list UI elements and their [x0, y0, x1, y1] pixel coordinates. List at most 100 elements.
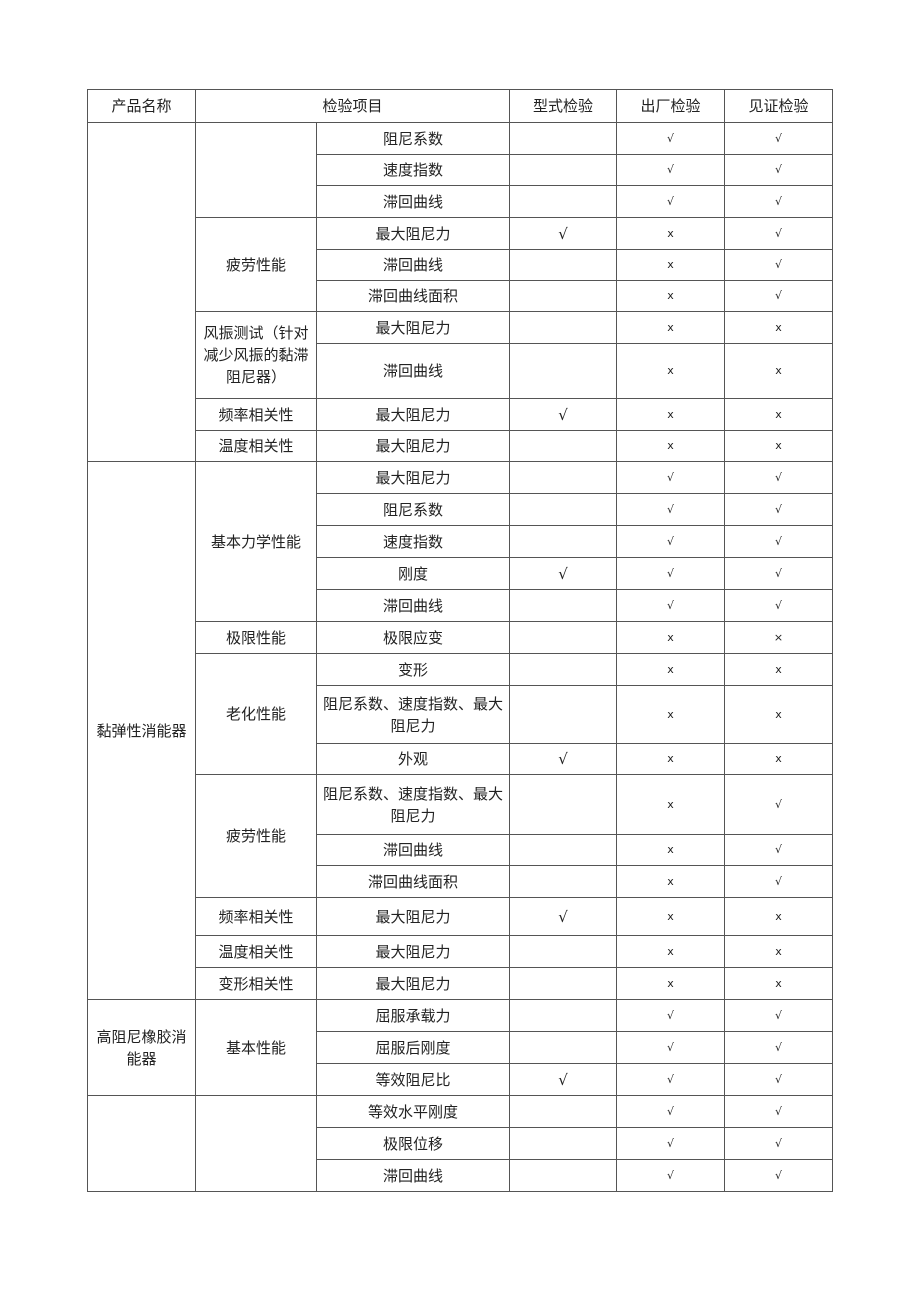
witness-test-mark: √ — [724, 493, 833, 526]
test-item-cell: 极限位移 — [316, 1127, 510, 1160]
table-row: 阻尼系数 √ √ — [87, 122, 833, 462]
test-item-cell: 最大阻尼力 — [316, 217, 510, 250]
factory-test-mark: x — [616, 621, 725, 654]
inspection-table: 产品名称 检验项目 型式检验 出厂检验 见证检验 阻尼系数 √ √ 速度指数 √ √ 滞回曲… — [87, 89, 833, 1192]
factory-test-mark: √ — [616, 1159, 725, 1192]
factory-test-mark: √ — [616, 1063, 725, 1096]
test-item-cell: 滞回曲线 — [316, 343, 510, 399]
table-body: 阻尼系数 √ √ 速度指数 √ √ 滞回曲线 √ √ 疲劳性能 最大阻尼力 √ x √ 滞回曲线 x √ 滞回曲线… — [87, 122, 833, 1192]
type-test-mark — [509, 493, 617, 526]
header-witness-test: 见证检验 — [724, 89, 833, 123]
factory-test-mark: √ — [616, 1031, 725, 1064]
table-row: 温度相关性 最大阻尼力 x x — [88, 935, 833, 968]
test-group-cell — [195, 1095, 317, 1192]
witness-test-mark: √ — [724, 774, 833, 835]
factory-test-mark: √ — [616, 525, 725, 558]
witness-test-mark: √ — [724, 1063, 833, 1096]
test-item-cell: 速度指数 — [316, 154, 510, 186]
test-item-cell: 阻尼系数 — [316, 122, 510, 155]
test-item-cell: 滞回曲线 — [316, 589, 510, 622]
table-row: 等效水平刚度 √ √ — [87, 1095, 833, 1192]
factory-test-mark: x — [616, 311, 725, 344]
factory-test-mark: √ — [616, 493, 725, 526]
table-row: 滞回曲线 √ √ — [88, 1159, 833, 1192]
table-row: 老化性能 变形 x x — [88, 653, 833, 775]
type-test-mark — [509, 589, 617, 622]
test-group-cell: 老化性能 — [195, 653, 317, 775]
table-row: 黏弹性消能器 基本力学性能 最大阻尼力 √ √ — [87, 461, 833, 1000]
test-group-cell: 疲劳性能 — [195, 217, 317, 312]
factory-test-mark: x — [616, 217, 725, 250]
type-test-mark — [509, 621, 617, 654]
table-row: 滞回曲线 x √ — [88, 834, 833, 866]
type-test-mark — [509, 430, 617, 462]
table-row: 疲劳性能 最大阻尼力 √ x √ — [88, 217, 833, 312]
test-item-cell: 刚度 — [316, 557, 510, 590]
test-group-cell: 频率相关性 — [195, 398, 317, 431]
test-item-cell: 极限应变 — [316, 621, 510, 654]
witness-test-mark: √ — [724, 1031, 833, 1064]
type-test-mark — [509, 461, 617, 494]
test-item-cell: 屈服承载力 — [316, 999, 510, 1032]
table-row: 疲劳性能 阻尼系数、速度指数、最大阻尼力 x √ — [88, 774, 833, 898]
witness-test-mark: x — [724, 430, 833, 462]
test-item-cell: 滞回曲线面积 — [316, 865, 510, 898]
table-row: 速度指数 √ √ — [88, 525, 833, 558]
test-group-cell: 疲劳性能 — [195, 774, 317, 898]
factory-test-mark: x — [616, 430, 725, 462]
table-row: 滞回曲线 x x — [88, 343, 833, 399]
type-test-mark — [509, 122, 617, 155]
product-name-cell — [87, 1095, 196, 1192]
test-group-cell: 极限性能 — [195, 621, 317, 654]
type-test-mark — [509, 685, 617, 744]
type-test-mark — [509, 653, 617, 686]
type-test-mark — [509, 343, 617, 399]
test-item-cell: 阻尼系数、速度指数、最大阻尼力 — [316, 685, 510, 744]
factory-test-mark: √ — [616, 154, 725, 186]
test-item-cell: 最大阻尼力 — [316, 935, 510, 968]
factory-test-mark: x — [616, 743, 725, 775]
test-item-cell: 最大阻尼力 — [316, 897, 510, 936]
witness-test-mark: x — [724, 343, 833, 399]
type-test-mark — [509, 967, 617, 1000]
test-item-cell: 变形 — [316, 653, 510, 686]
test-group-cell: 温度相关性 — [195, 935, 317, 968]
table-row: 频率相关性 最大阻尼力 √ x x — [88, 897, 833, 936]
witness-test-mark: x — [724, 398, 833, 431]
witness-test-mark: √ — [724, 154, 833, 186]
test-item-cell: 屈服后刚度 — [316, 1031, 510, 1064]
table-row: 温度相关性 最大阻尼力 x x — [88, 430, 833, 462]
test-item-cell: 滞回曲线 — [316, 1159, 510, 1192]
header-item: 检验项目 — [195, 89, 510, 123]
factory-test-mark: x — [616, 834, 725, 866]
witness-test-mark: √ — [724, 589, 833, 622]
table-row: 屈服后刚度 √ √ — [88, 1031, 833, 1064]
witness-test-mark: √ — [724, 280, 833, 312]
test-item-cell: 最大阻尼力 — [316, 311, 510, 344]
table-row: 滞回曲线 √ √ — [88, 589, 833, 622]
type-test-mark — [509, 1159, 617, 1192]
product-name-cell — [87, 122, 196, 462]
header-type-test: 型式检验 — [509, 89, 617, 123]
test-item-cell: 阻尼系数 — [316, 493, 510, 526]
witness-test-mark: x — [724, 653, 833, 686]
factory-test-mark: √ — [616, 589, 725, 622]
type-test-mark — [509, 525, 617, 558]
test-group-cell: 变形相关性 — [195, 967, 317, 1000]
test-item-cell: 滞回曲线 — [316, 249, 510, 281]
witness-test-mark: √ — [724, 999, 833, 1032]
factory-test-mark: x — [616, 343, 725, 399]
witness-test-mark: √ — [724, 834, 833, 866]
table-row: 高阻尼橡胶消能器 基本性能 屈服承载力 √ √ — [87, 999, 833, 1096]
type-test-mark — [509, 249, 617, 281]
type-test-mark — [509, 1127, 617, 1160]
test-item-cell: 最大阻尼力 — [316, 967, 510, 1000]
test-item-cell: 外观 — [316, 743, 510, 775]
test-item-cell: 滞回曲线面积 — [316, 280, 510, 312]
factory-test-mark: x — [616, 935, 725, 968]
witness-test-mark: √ — [724, 249, 833, 281]
table-row: 极限性能 极限应变 x × — [88, 621, 833, 654]
factory-test-mark: x — [616, 865, 725, 898]
type-test-mark — [509, 1095, 617, 1128]
type-test-mark — [509, 311, 617, 344]
